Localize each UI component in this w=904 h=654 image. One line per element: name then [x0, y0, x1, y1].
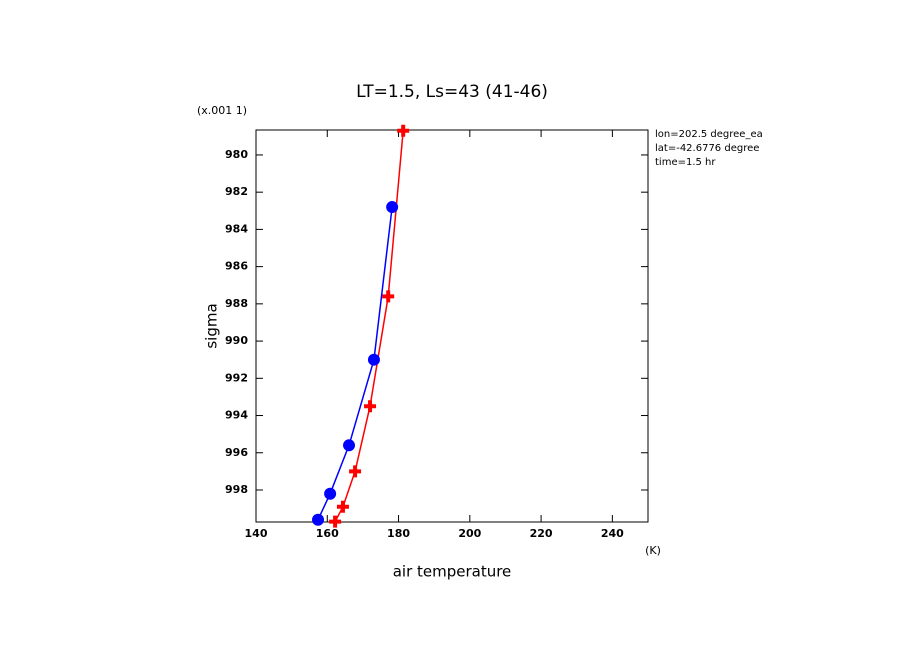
- x-tick-label: 220: [530, 527, 553, 540]
- info-text: lon=202.5 degree_ea: [655, 129, 763, 140]
- x-tick-label: 240: [601, 527, 624, 540]
- x-tick-label: 140: [245, 527, 268, 540]
- x-unit-label: (K): [645, 544, 661, 557]
- x-tick-label: 180: [387, 527, 410, 540]
- point: [312, 513, 325, 526]
- chart-title: LT=1.5, Ls=43 (41-46): [356, 82, 548, 102]
- info-text: lat=-42.6776 degree: [655, 143, 759, 154]
- y-tick-label: 980: [225, 148, 248, 161]
- y-scale-label: (x.001 1): [197, 104, 247, 117]
- clip-cover: [780, 125, 904, 170]
- point: [343, 439, 356, 452]
- point: [382, 290, 395, 303]
- x-tick-label: 200: [458, 527, 481, 540]
- point: [324, 487, 337, 500]
- x-axis-label: air temperature: [393, 563, 512, 581]
- y-tick-label: 984: [225, 222, 248, 235]
- point: [397, 124, 410, 137]
- point: [367, 353, 380, 366]
- y-tick-label: 994: [225, 409, 248, 422]
- info-text: time=1.5 hr: [655, 157, 716, 168]
- point: [386, 201, 399, 214]
- point: [364, 400, 377, 413]
- y-tick-label: 992: [225, 371, 248, 384]
- y-tick-label: 988: [225, 297, 248, 310]
- point: [336, 500, 349, 513]
- y-tick-label: 990: [225, 334, 248, 347]
- plot-frame: [255, 129, 649, 523]
- x-tick-label: 160: [316, 527, 339, 540]
- point: [329, 515, 342, 528]
- y-tick-label: 982: [225, 185, 248, 198]
- y-axis-label: sigma: [203, 303, 221, 348]
- y-tick-label: 986: [225, 260, 248, 273]
- y-tick-label: 996: [225, 446, 248, 459]
- point: [349, 465, 362, 478]
- y-tick-label: 998: [225, 483, 248, 496]
